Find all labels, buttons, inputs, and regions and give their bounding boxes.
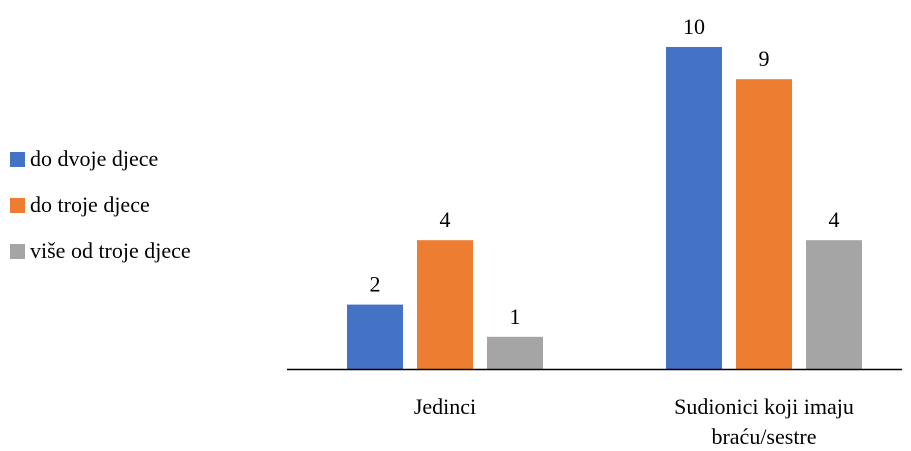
legend-swatch-series-2	[10, 197, 25, 213]
bar-1-series-1	[347, 304, 403, 369]
data-label-2-series-3: 4	[829, 207, 840, 232]
bar-2-series-1	[666, 47, 722, 369]
legend-item-series-3: više od troje djece	[10, 238, 191, 263]
category-label-2-line-1: Sudionici koji imaju	[674, 394, 854, 419]
legend: do dvoje djece do troje djece više od tr…	[10, 146, 191, 286]
legend-item-series-1: do dvoje djece	[10, 146, 191, 171]
data-label-2-series-1: 10	[683, 14, 705, 39]
bar-1-series-3	[487, 336, 543, 369]
category-label-1: Jedinci	[414, 394, 476, 419]
data-label-1-series-2: 4	[440, 207, 451, 232]
bar-2-series-3	[806, 240, 862, 369]
category-label-2-line-2: braću/sestre	[711, 424, 816, 449]
legend-item-series-2: do troje djece	[10, 192, 191, 217]
legend-label-series-1: do dvoje djece	[30, 146, 159, 171]
legend-label-series-2: do troje djece	[30, 192, 150, 217]
data-label-2-series-2: 9	[759, 46, 770, 71]
bar-2-series-2	[736, 79, 792, 369]
legend-swatch-series-3	[10, 243, 25, 259]
data-label-1-series-3: 1	[510, 304, 521, 329]
legend-label-series-3: više od troje djece	[30, 238, 191, 263]
legend-swatch-series-1	[10, 151, 25, 167]
bar-1-series-2	[417, 240, 473, 369]
data-label-1-series-1: 2	[370, 272, 381, 297]
